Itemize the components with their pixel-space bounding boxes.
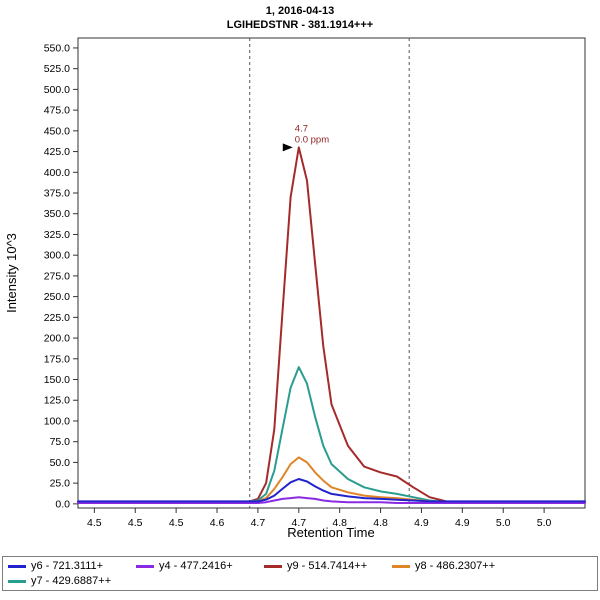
x-tick-label: 4.6	[210, 517, 225, 529]
apex-rt-label: 4.7	[295, 123, 308, 134]
y-tick-label: 175.0	[44, 353, 70, 365]
y-tick-label: 375.0	[44, 188, 70, 200]
chart-title: 1, 2016-04-13	[265, 5, 335, 17]
x-axis-label: Retention Time	[287, 525, 374, 540]
legend-label: y7 - 429.6887++	[31, 575, 112, 587]
y-tick-label: 425.0	[44, 146, 70, 158]
y-axis-ticks: 0.0 25.0 50.0 75.0 100.0 125.0 150.0 175.0 200.0…	[44, 42, 78, 510]
peak-annotation: 4.70.0 ppm	[282, 123, 329, 152]
y-tick-label: 200.0	[44, 333, 70, 345]
series-lines	[77, 146, 586, 504]
legend: y6 - 721.3111+ y4 - 477.2416+ y9 - 514.741…	[2, 556, 598, 591]
apex-arrow-icon	[282, 143, 293, 152]
x-tick-label: 5.0	[496, 517, 511, 529]
legend-color-swatch	[8, 579, 26, 583]
legend-label: y4 - 477.2416+	[159, 560, 233, 572]
x-tick-label: 4.8	[332, 517, 347, 529]
legend-color-swatch	[136, 564, 154, 568]
peak-boundary-lines	[249, 38, 410, 508]
legend-label: y8 - 486.2307++	[415, 560, 496, 572]
y-tick-label: 250.0	[44, 291, 70, 303]
y-tick-label: 400.0	[44, 167, 70, 179]
y-tick-label: 225.0	[44, 312, 70, 324]
y-tick-label: 275.0	[44, 270, 70, 282]
x-tick-label: 4.8	[373, 517, 388, 529]
y-tick-label: 550.0	[44, 42, 70, 54]
y-tick-label: 0.0	[55, 498, 70, 510]
series-line-y4	[77, 496, 586, 504]
legend-color-swatch	[264, 564, 282, 568]
y-tick-label: 150.0	[44, 374, 70, 386]
legend-item: y8 - 486.2307++	[392, 560, 520, 572]
plot-area[interactable]	[78, 38, 585, 508]
x-tick-label: 4.7	[251, 517, 266, 529]
x-axis-ticks: 4.5 4.5 4.5 4.6 4.7 4.7 4.8 4.8 4.9 4.9 5.0 5.0	[87, 508, 552, 529]
y-tick-label: 475.0	[44, 105, 70, 117]
y-axis-label: Intensity 10^3	[4, 233, 19, 313]
x-tick-label: 4.5	[128, 517, 143, 529]
y-tick-label: 25.0	[50, 478, 71, 490]
plot-frame	[77, 37, 586, 509]
x-tick-label: 4.7	[291, 517, 306, 529]
legend-item: y7 - 429.6887++	[8, 575, 136, 587]
y-tick-label: 500.0	[44, 84, 70, 96]
x-tick-label: 4.9	[455, 517, 470, 529]
y-tick-label: 100.0	[44, 415, 70, 427]
y-tick-label: 325.0	[44, 229, 70, 241]
legend-item: y6 - 721.3111+	[8, 560, 136, 572]
series-line-y6	[77, 478, 586, 503]
y-tick-label: 450.0	[44, 125, 70, 137]
apex-ppm-label: 0.0 ppm	[295, 134, 329, 145]
chart-subtitle: LGIHEDSTNR - 381.1914+++	[226, 19, 374, 31]
legend-item: y4 - 477.2416+	[136, 560, 264, 572]
x-tick-label: 4.5	[87, 517, 102, 529]
legend-color-swatch	[392, 564, 410, 568]
y-tick-label: 50.0	[50, 457, 71, 469]
x-tick-label: 5.0	[537, 517, 552, 529]
legend-label: y6 - 721.3111+	[31, 560, 104, 572]
chromatogram-chart: 0.0 25.0 50.0 75.0 100.0 125.0 150.0 175.0 200.0…	[4, 37, 586, 540]
x-tick-label: 4.9	[414, 517, 429, 529]
y-tick-label: 300.0	[44, 250, 70, 262]
y-tick-label: 350.0	[44, 208, 70, 220]
legend-label: y9 - 514.7414++	[287, 560, 368, 572]
y-tick-label: 525.0	[44, 63, 70, 75]
chart-title-block: 1, 2016-04-13 LGIHEDSTNR - 381.1914+++	[0, 4, 600, 32]
y-tick-label: 75.0	[50, 436, 71, 448]
x-tick-label: 4.5	[169, 517, 184, 529]
legend-color-swatch	[8, 564, 26, 568]
y-tick-label: 125.0	[44, 395, 70, 407]
legend-item: y9 - 514.7414++	[264, 560, 392, 572]
